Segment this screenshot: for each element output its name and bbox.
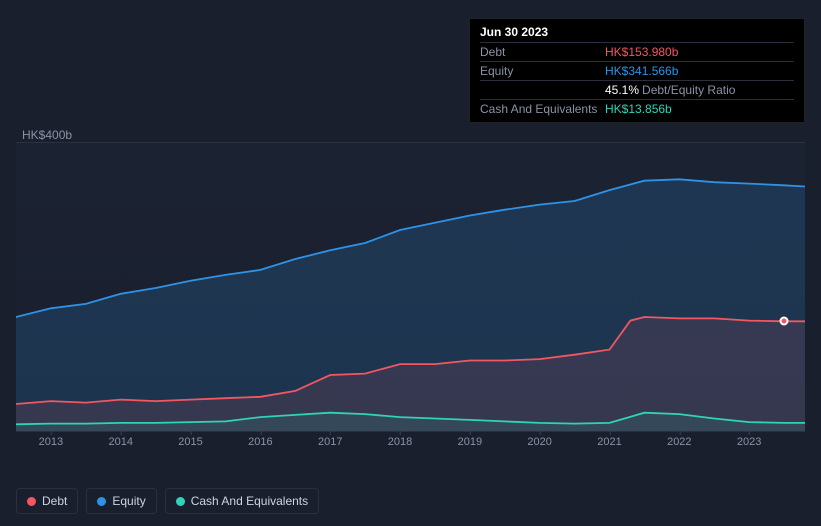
tooltip-row: DebtHK$153.980b	[480, 42, 794, 61]
tooltip-row: Cash And EquivalentsHK$13.856b	[480, 99, 794, 118]
tooltip-row: 45.1%Debt/Equity Ratio	[480, 80, 794, 99]
legend-item[interactable]: Equity	[86, 488, 156, 514]
legend-item[interactable]: Cash And Equivalents	[165, 488, 319, 514]
x-axis-label: 2013	[39, 436, 63, 448]
legend-label: Debt	[42, 494, 67, 508]
legend-dot-icon	[176, 497, 185, 506]
tooltip-date: Jun 30 2023	[480, 25, 794, 42]
tooltip-row-label: Debt	[480, 45, 605, 59]
x-axis-label: 2014	[108, 436, 132, 448]
x-axis-label: 2023	[737, 436, 761, 448]
x-axis-label: 2018	[388, 436, 412, 448]
tooltip-row-label: Equity	[480, 64, 605, 78]
tooltip-row-label	[480, 83, 605, 97]
chart-tooltip: Jun 30 2023 DebtHK$153.980bEquityHK$341.…	[469, 18, 805, 123]
hover-marker	[780, 317, 789, 326]
x-axis-label: 2017	[318, 436, 342, 448]
x-axis-label: 2022	[667, 436, 691, 448]
chart-plot[interactable]	[16, 142, 805, 432]
legend-label: Equity	[112, 494, 145, 508]
x-axis-label: 2020	[527, 436, 551, 448]
tooltip-row-value: 45.1%Debt/Equity Ratio	[605, 83, 735, 97]
x-axis-label: 2016	[248, 436, 272, 448]
chart-legend: Debt Equity Cash And Equivalents	[16, 488, 319, 514]
x-axis: 2013 2014 2015 2016 2017 2018 2019 2020 2021 2022…	[16, 436, 805, 456]
x-axis-label: 2021	[597, 436, 621, 448]
tooltip-row-value: HK$153.980b	[605, 45, 678, 59]
legend-label: Cash And Equivalents	[191, 494, 308, 508]
legend-dot-icon	[27, 497, 36, 506]
legend-dot-icon	[97, 497, 106, 506]
tooltip-row: EquityHK$341.566b	[480, 61, 794, 80]
tooltip-row-value: HK$13.856b	[605, 102, 672, 116]
x-axis-label: 2015	[178, 436, 202, 448]
tooltip-row-value: HK$341.566b	[605, 64, 678, 78]
y-axis-label: HK$400b	[22, 128, 72, 142]
legend-item[interactable]: Debt	[16, 488, 78, 514]
x-axis-label: 2019	[458, 436, 482, 448]
chart-area: HK$400bHK$0 2013201420152016201720182019…	[16, 124, 805, 464]
tooltip-row-label: Cash And Equivalents	[480, 102, 605, 116]
